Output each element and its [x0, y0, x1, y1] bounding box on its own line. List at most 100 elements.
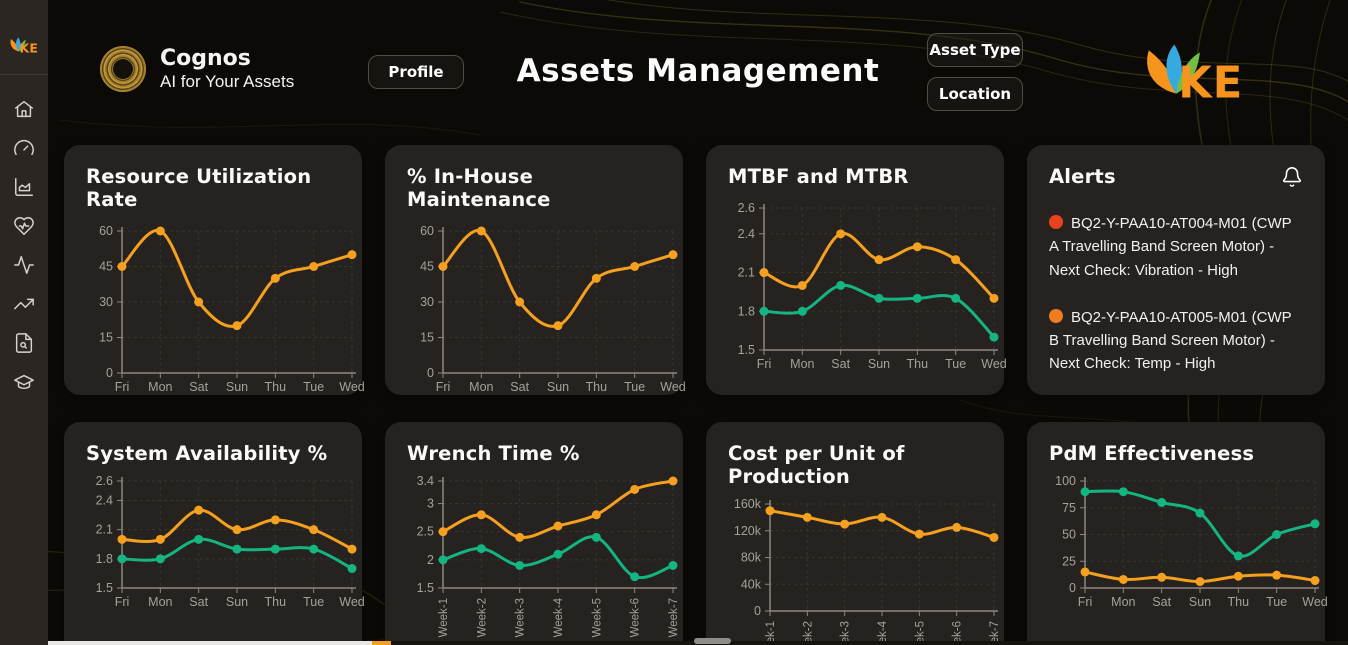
gauge-icon[interactable]: [12, 136, 36, 160]
brand: Cognos AI for Your Assets: [100, 46, 294, 92]
svg-text:Tue: Tue: [1266, 595, 1287, 609]
alert-text: BQ2-Y-PAA10-AT005-M01 (CWP B Travelling …: [1049, 308, 1292, 373]
graduation-cap-icon[interactable]: [12, 370, 36, 394]
svg-text:1.5: 1.5: [96, 581, 113, 595]
asset-type-button[interactable]: Asset Type: [927, 33, 1023, 67]
svg-text:100: 100: [1055, 474, 1076, 488]
chart-title: % In-House Maintenance: [407, 165, 551, 211]
header: Cognos AI for Your Assets Profile Assets…: [48, 0, 1348, 145]
card-scrollbar-thumb[interactable]: [694, 638, 731, 644]
svg-text:Mon: Mon: [148, 595, 172, 609]
svg-text:Tue: Tue: [945, 357, 966, 371]
svg-text:0: 0: [1069, 581, 1076, 595]
svg-text:3: 3: [427, 497, 434, 511]
svg-text:0: 0: [427, 366, 434, 380]
svg-text:25: 25: [1062, 554, 1076, 568]
bell-icon[interactable]: [1281, 166, 1303, 188]
svg-text:1.5: 1.5: [417, 581, 434, 595]
svg-text:Fri: Fri: [436, 380, 451, 394]
svg-text:2: 2: [427, 553, 434, 567]
svg-text:Week-1: Week-1: [438, 598, 450, 637]
chart-title: Resource Utilization Rate: [86, 165, 312, 211]
area-chart-icon[interactable]: [12, 175, 36, 199]
svg-text:Tue: Tue: [624, 380, 645, 394]
svg-text:0: 0: [106, 366, 113, 380]
horizontal-scrollbar-thumb[interactable]: [48, 641, 372, 645]
svg-text:Wed: Wed: [339, 595, 365, 609]
chart-system-availability[interactable]: 1.5 1.8 2.1 2.4 2.6 Fri Mon Sat Sun Thu Tue Wed: [86, 473, 365, 645]
svg-text:Week-2: Week-2: [476, 598, 488, 637]
chart-mtbf-mtbr[interactable]: 1.5 1.8 2.1 2.4 2.6 Fri Mon Sat Sun Thu Tue Wed: [728, 196, 1007, 389]
svg-text:2.5: 2.5: [417, 525, 434, 539]
svg-text:1.8: 1.8: [738, 304, 755, 318]
svg-text:60: 60: [420, 224, 434, 238]
card-system-availability: System Availability % 1.5 1.8 2.1 2.4 2.6 Fri…: [64, 422, 365, 645]
chart-title: Cost per Unit of Production: [728, 442, 905, 488]
svg-text:1.5: 1.5: [738, 343, 755, 357]
chart-resource-utilization-rate[interactable]: 0 15 30 45 60 Fri Mon Sat Sun Thu Tue Wed: [86, 219, 365, 412]
svg-text:2.6: 2.6: [738, 201, 755, 215]
chart-pdm-effectiveness[interactable]: 0 25 50 75 100 Fri Mon Sat Sun Thu Tue Wed: [1049, 473, 1328, 645]
svg-text:2.4: 2.4: [96, 493, 113, 507]
svg-text:Week-7: Week-7: [668, 598, 680, 637]
cognos-logo-icon: [100, 46, 146, 92]
svg-text:Fri: Fri: [757, 357, 772, 371]
svg-text:Thu: Thu: [265, 595, 287, 609]
svg-text:Week-7: Week-7: [989, 621, 1001, 645]
chart-title: System Availability %: [86, 442, 328, 465]
svg-text:Sat: Sat: [831, 357, 850, 371]
svg-text:Mon: Mon: [790, 357, 814, 371]
svg-text:Sat: Sat: [189, 595, 208, 609]
svg-text:Sun: Sun: [868, 357, 890, 371]
chart-cost-per-unit[interactable]: 0 40k 80k 120k 160k Week-1 Week-2 Week-3 Week-4 W…: [728, 496, 1001, 645]
chart-title: Wrench Time %: [407, 442, 580, 465]
svg-text:Sat: Sat: [510, 380, 529, 394]
svg-text:Sun: Sun: [1189, 595, 1211, 609]
svg-text:15: 15: [420, 331, 434, 345]
svg-text:Sun: Sun: [226, 380, 248, 394]
svg-text:Week-5: Week-5: [591, 598, 603, 637]
svg-text:Thu: Thu: [265, 380, 287, 394]
page-title: Assets Management: [516, 53, 880, 89]
alert-item[interactable]: BQ2-Y-PAA10-AT004-M01 (CWP A Travelling …: [1049, 212, 1303, 282]
location-button[interactable]: Location: [927, 77, 1023, 111]
chart-title: MTBF and MTBR: [728, 165, 909, 188]
card-in-house-maintenance: % In-House Maintenance 0 15 30 45 60 Fri Mon Sa…: [385, 145, 686, 395]
svg-text:Week-1: Week-1: [765, 621, 777, 645]
svg-text:Fri: Fri: [1078, 595, 1093, 609]
svg-text:2.4: 2.4: [738, 227, 755, 241]
alert-item[interactable]: BQ2-Y-PAA10-AT005-M01 (CWP B Travelling …: [1049, 306, 1303, 376]
activity-icon[interactable]: [12, 253, 36, 277]
svg-text:Wed: Wed: [1302, 595, 1328, 609]
heart-pulse-icon[interactable]: [12, 214, 36, 238]
svg-text:Mon: Mon: [1111, 595, 1135, 609]
card-mtbf-mtbr: MTBF and MTBR 1.5 1.8 2.1 2.4 2.6 Fri Mon Sat Su…: [706, 145, 1007, 395]
svg-text:Week-6: Week-6: [630, 598, 642, 637]
svg-text:Mon: Mon: [148, 380, 172, 394]
home-icon[interactable]: [12, 97, 36, 121]
svg-text:45: 45: [420, 260, 434, 274]
chart-in-house-maintenance[interactable]: 0 15 30 45 60 Fri Mon Sat Sun Thu Tue Wed: [407, 219, 686, 412]
svg-text:120k: 120k: [734, 524, 762, 538]
svg-text:160k: 160k: [734, 497, 762, 511]
card-wrench-time: Wrench Time % 1.5 2 2.5 3 3.4 Week-1 Week-2 Wee…: [385, 422, 683, 645]
svg-text:Week-6: Week-6: [952, 621, 964, 645]
svg-text:KE: KE: [19, 41, 38, 56]
sidebar: KE: [0, 0, 48, 645]
svg-text:Wed: Wed: [339, 380, 365, 394]
svg-text:Sun: Sun: [226, 595, 248, 609]
trending-up-icon[interactable]: [12, 292, 36, 316]
svg-text:3.4: 3.4: [417, 474, 434, 488]
svg-text:Mon: Mon: [469, 380, 493, 394]
file-search-icon[interactable]: [12, 331, 36, 355]
profile-button[interactable]: Profile: [368, 55, 464, 89]
card-pdm-effectiveness: PdM Effectiveness 0 25 50 75 100 Fri Mon Sat Sun…: [1027, 422, 1328, 645]
svg-text:Week-3: Week-3: [840, 621, 852, 645]
chart-wrench-time[interactable]: 1.5 2 2.5 3 3.4 Week-1 Week-2 Week-3 Week-4 Week-…: [407, 473, 680, 645]
svg-text:2.1: 2.1: [738, 266, 755, 280]
svg-text:Thu: Thu: [907, 357, 929, 371]
card-resource-utilization-rate: Resource Utilization Rate 0 15 30 45 60 Fri Mo…: [64, 145, 365, 395]
svg-text:Thu: Thu: [586, 380, 608, 394]
svg-text:15: 15: [99, 331, 113, 345]
svg-text:Tue: Tue: [303, 595, 324, 609]
